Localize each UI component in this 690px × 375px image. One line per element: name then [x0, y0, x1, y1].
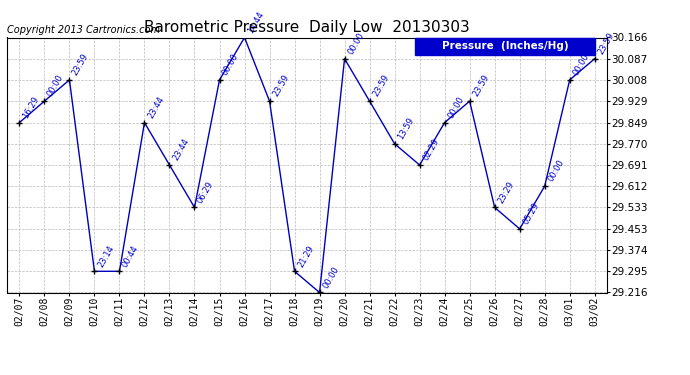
Text: 23:44: 23:44 [146, 94, 166, 120]
Text: 00:44: 00:44 [121, 243, 141, 268]
Text: 00:00: 00:00 [221, 52, 241, 77]
Text: 06:29: 06:29 [196, 180, 215, 205]
Text: 21:29: 21:29 [296, 243, 315, 268]
FancyBboxPatch shape [415, 38, 595, 56]
Text: 23:29: 23:29 [496, 180, 515, 205]
Text: 23:59: 23:59 [471, 73, 491, 98]
Text: Pressure  (Inches/Hg): Pressure (Inches/Hg) [442, 41, 569, 51]
Text: 05:29: 05:29 [521, 201, 541, 226]
Text: 00:00: 00:00 [571, 52, 591, 77]
Text: 00:00: 00:00 [46, 73, 66, 98]
Title: Barometric Pressure  Daily Low  20130303: Barometric Pressure Daily Low 20130303 [144, 20, 470, 35]
Text: 16:29: 16:29 [21, 94, 41, 120]
Text: 00:00: 00:00 [546, 158, 566, 183]
Text: Copyright 2013 Cartronics.com: Copyright 2013 Cartronics.com [7, 25, 160, 35]
Text: 00:00: 00:00 [446, 95, 466, 120]
Text: 00:00: 00:00 [321, 265, 341, 290]
Text: 02:29: 02:29 [421, 137, 441, 162]
Text: 23:59: 23:59 [596, 31, 615, 56]
Text: 23:14: 23:14 [96, 243, 115, 268]
Text: 23:59: 23:59 [71, 52, 90, 77]
Text: 14:44: 14:44 [246, 10, 266, 35]
Text: 23:59: 23:59 [271, 73, 290, 98]
Text: 13:59: 13:59 [396, 116, 415, 141]
Text: 23:44: 23:44 [171, 137, 190, 162]
Text: 00:00: 00:00 [346, 31, 366, 56]
Text: 23:59: 23:59 [371, 73, 391, 98]
